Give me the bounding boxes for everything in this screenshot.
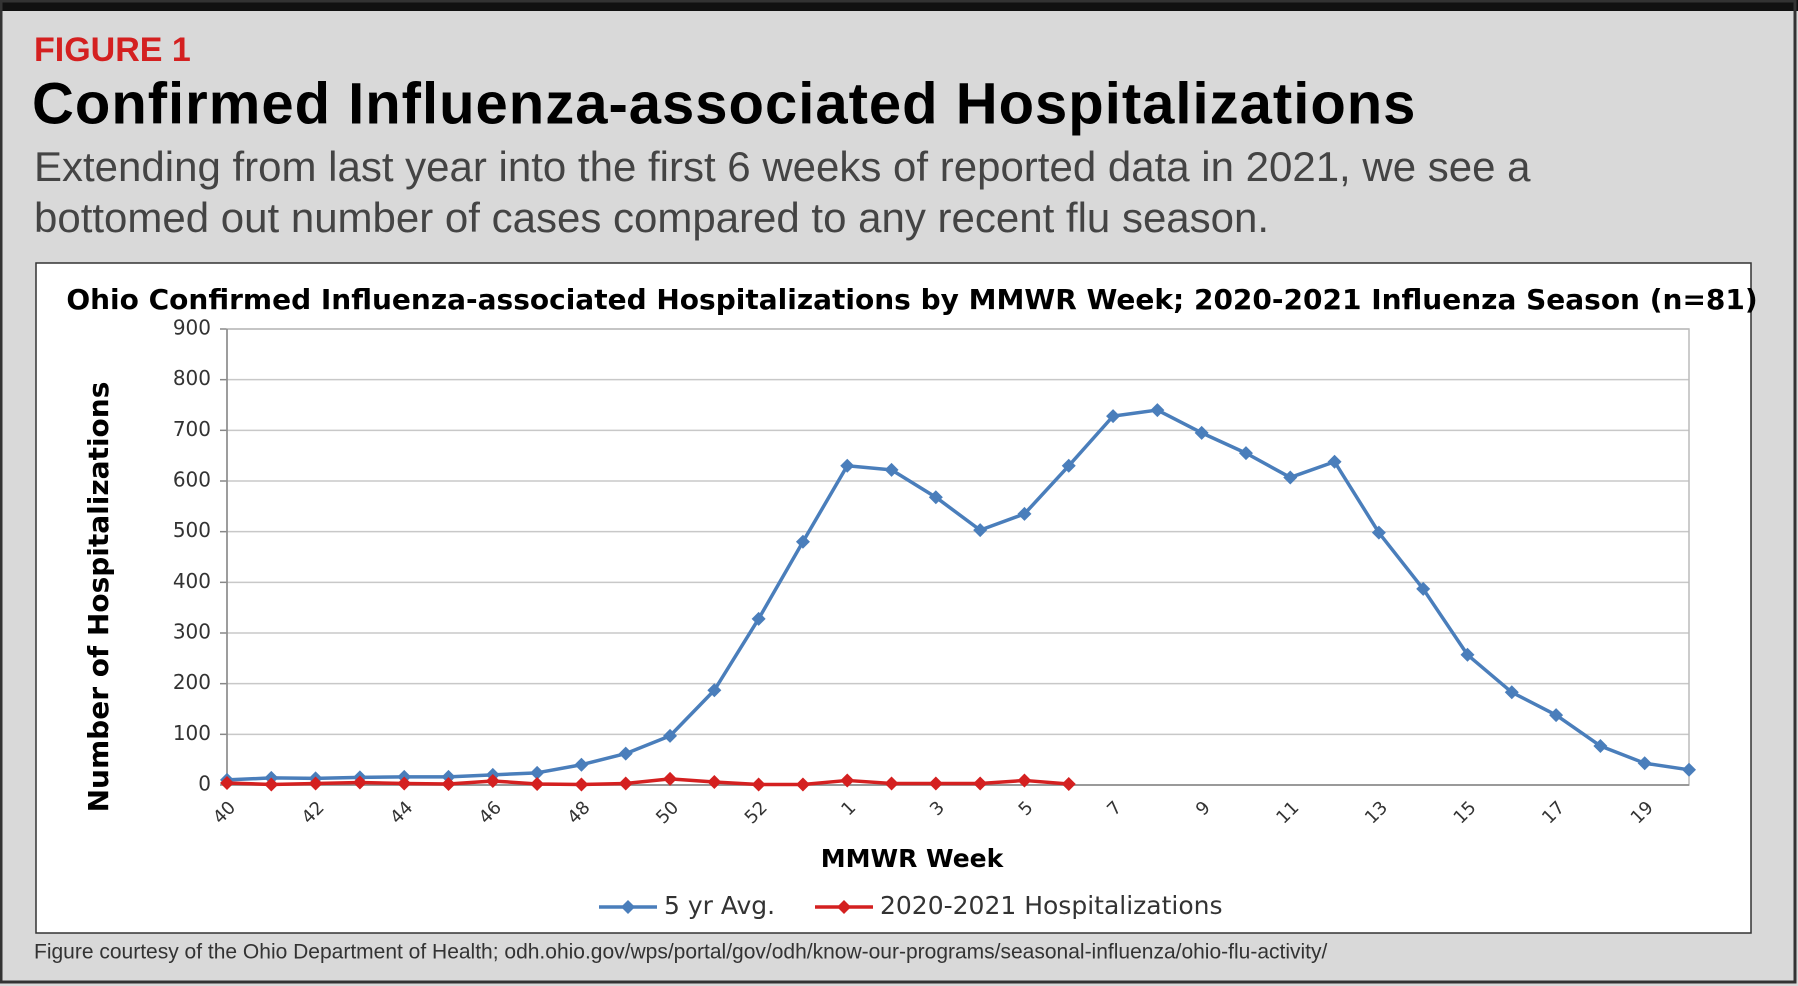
- data-point: [973, 523, 988, 538]
- data-point: [264, 777, 279, 792]
- data-point: [618, 776, 633, 791]
- legend-marker: [837, 900, 851, 914]
- legend-label: 2020-2021 Hospitalizations: [880, 891, 1223, 920]
- caption: Figure courtesy of the Ohio Department o…: [34, 941, 1328, 964]
- subtitle: Extending from last year into the first …: [34, 143, 1531, 190]
- legend-marker: [621, 900, 635, 914]
- data-point: [707, 683, 722, 698]
- data-point: [308, 776, 323, 791]
- data-point: [485, 773, 500, 788]
- data-point: [1106, 409, 1121, 424]
- data-point: [574, 777, 589, 792]
- data-point: [352, 775, 367, 790]
- data-point: [1416, 581, 1431, 596]
- data-point: [1371, 525, 1386, 540]
- series-line: [226, 777, 1069, 787]
- data-point: [1593, 738, 1608, 753]
- data-point: [220, 775, 234, 790]
- data-point: [663, 728, 678, 743]
- data-point: [1017, 506, 1032, 521]
- data-point: [1061, 776, 1076, 791]
- data-point: [1061, 458, 1076, 473]
- data-point: [840, 458, 855, 473]
- y-tick-label: 400: [173, 569, 211, 593]
- data-point: [1238, 446, 1253, 461]
- data-point: [973, 776, 988, 791]
- y-tick-label: 700: [173, 417, 211, 441]
- y-tick-label: 900: [173, 316, 211, 340]
- figure-title: Confirmed Influenza-associated Hospitali…: [32, 71, 1416, 136]
- data-point: [1327, 454, 1342, 469]
- top-bar: [0, 0, 1798, 11]
- data-point: [840, 773, 855, 788]
- subtitle: bottomed out number of cases compared to…: [34, 194, 1269, 241]
- data-point: [1194, 425, 1209, 440]
- y-tick-label: 100: [173, 721, 211, 745]
- series-line: [226, 408, 1690, 782]
- figure-label: FIGURE 1: [34, 31, 191, 69]
- data-point: [1460, 647, 1475, 662]
- data-point: [397, 776, 412, 791]
- data-point: [1637, 756, 1652, 771]
- data-point: [928, 776, 943, 791]
- data-point: [795, 534, 810, 549]
- data-point: [663, 771, 678, 786]
- data-point: [928, 490, 943, 505]
- data-point: [1504, 685, 1519, 700]
- data-point: [530, 776, 545, 791]
- data-point: [795, 777, 810, 792]
- data-point: [1682, 762, 1696, 777]
- data-point: [574, 757, 589, 772]
- legend-label: 5 yr Avg.: [664, 891, 775, 920]
- y-axis-label: Number of Hospitalizations: [82, 382, 115, 813]
- data-point: [707, 774, 722, 789]
- y-tick-label: 0: [198, 772, 211, 796]
- x-axis-label: MMWR Week: [821, 844, 1005, 873]
- data-point: [1017, 773, 1032, 788]
- y-tick-label: 800: [173, 366, 211, 390]
- data-point: [751, 611, 766, 626]
- data-point: [1549, 708, 1564, 723]
- y-tick-label: 200: [173, 670, 211, 694]
- y-tick-label: 500: [173, 518, 211, 542]
- data-point: [751, 777, 766, 792]
- data-point: [884, 462, 899, 477]
- data-point: [1150, 403, 1165, 418]
- chart-box: [35, 262, 1752, 934]
- data-point: [618, 746, 633, 761]
- chart-title: Ohio Confirmed Influenza-associated Hosp…: [66, 283, 1757, 316]
- data-point: [884, 776, 899, 791]
- y-tick-label: 600: [173, 468, 211, 492]
- data-point: [530, 765, 545, 780]
- data-point: [1283, 470, 1298, 485]
- data-point: [441, 776, 456, 791]
- y-tick-label: 300: [173, 620, 211, 644]
- data-point: [441, 769, 456, 784]
